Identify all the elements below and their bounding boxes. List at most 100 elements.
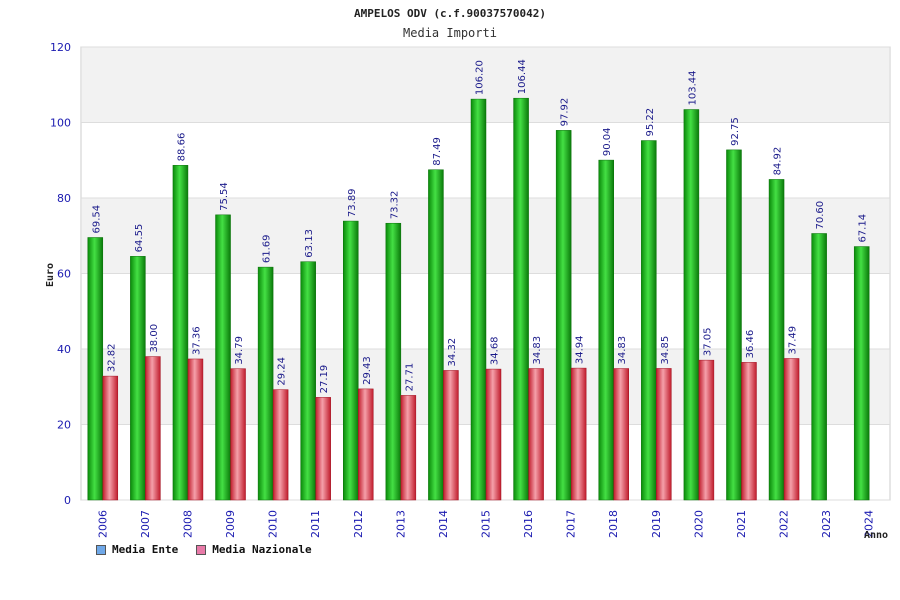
data-label-media-ente-2009: 75.54 — [219, 182, 230, 211]
data-label-media-ente-2021: 92.75 — [730, 117, 741, 146]
data-label-media-nazionale-2022: 37.49 — [788, 326, 799, 355]
x-tick-label-2018: 2018 — [607, 510, 620, 538]
x-tick-label-2008: 2008 — [181, 510, 194, 538]
data-label-media-nazionale-2020: 37.05 — [702, 327, 713, 356]
bar-media-ente-2017 — [555, 130, 572, 501]
bar-media-nazionale-2020 — [698, 359, 715, 501]
bar-media-nazionale-2016 — [528, 368, 544, 501]
x-tick-label-2019: 2019 — [650, 510, 663, 538]
data-label-media-ente-2016: 106.44 — [517, 59, 528, 94]
bar-media-ente-2011 — [300, 261, 316, 501]
bar-media-ente-2015 — [470, 98, 487, 501]
bar-media-nazionale-2007 — [145, 356, 161, 501]
bar-media-ente-2012 — [343, 220, 359, 501]
data-label-media-ente-2006: 69.54 — [91, 205, 102, 234]
x-tick-label-2007: 2007 — [139, 510, 152, 538]
x-tick-label-2015: 2015 — [480, 510, 493, 538]
legend-item-media-ente: Media Ente — [96, 543, 178, 556]
data-label-media-nazionale-2008: 37.36 — [191, 326, 202, 355]
legend-swatch-media-nazionale — [196, 544, 207, 555]
data-label-media-nazionale-2021: 36.46 — [745, 330, 756, 359]
data-label-media-ente-2014: 87.49 — [432, 137, 443, 166]
y-tick-label: 120 — [50, 41, 71, 54]
x-tick-label-2024: 2024 — [863, 510, 876, 538]
x-axis-ticks: 2006 2007 2008 2009 2010 2011 2012 2013 2014 2015… — [96, 510, 875, 538]
data-label-media-nazionale-2007: 38.00 — [149, 324, 160, 353]
x-tick-label-2022: 2022 — [778, 510, 791, 538]
bar-media-ente-2022 — [768, 179, 785, 501]
bar-media-ente-2014 — [428, 169, 444, 501]
data-label-media-ente-2013: 73.32 — [389, 191, 400, 220]
data-label-media-nazionale-2017: 34.94 — [575, 335, 586, 364]
bar-media-nazionale-2018 — [613, 368, 629, 501]
data-label-media-nazionale-2012: 29.43 — [362, 356, 373, 385]
data-label-media-nazionale-2018: 34.83 — [617, 336, 628, 365]
data-label-media-nazionale-2010: 29.24 — [277, 357, 288, 386]
bar-media-nazionale-2019 — [656, 368, 672, 501]
y-axis-title: Euro — [45, 263, 56, 287]
data-label-media-ente-2018: 90.04 — [602, 127, 613, 156]
data-label-media-nazionale-2013: 27.71 — [404, 363, 415, 392]
bar-media-ente-2023 — [811, 233, 827, 501]
bar-media-nazionale-2010 — [272, 389, 289, 501]
y-axis-ticks: 0 20 40 60 80 100 120 — [50, 41, 71, 507]
bar-media-ente-2013 — [385, 222, 402, 501]
y-tick-label: 80 — [57, 192, 71, 205]
legend-swatch-media-ente — [96, 544, 106, 555]
data-label-media-nazionale-2009: 34.79 — [234, 336, 245, 365]
x-tick-label-2014: 2014 — [437, 510, 450, 538]
bar-media-nazionale-2021 — [741, 362, 757, 501]
legend-item-media-nazionale: Media Nazionale — [196, 543, 312, 556]
data-label-media-ente-2023: 70.60 — [815, 201, 826, 230]
data-label-media-ente-2011: 63.13 — [304, 229, 315, 258]
data-label-media-ente-2017: 97.92 — [560, 98, 571, 127]
x-tick-label-2009: 2009 — [224, 510, 237, 538]
data-label-media-nazionale-2015: 34.68 — [490, 336, 501, 365]
bar-media-ente-2021 — [726, 149, 742, 501]
bar-media-ente-2006 — [87, 237, 104, 501]
bar-media-nazionale-2012 — [358, 388, 374, 501]
y-tick-label: 0 — [64, 494, 71, 507]
x-tick-label-2020: 2020 — [692, 510, 705, 538]
bar-media-ente-2010 — [257, 266, 274, 501]
chart-title: AMPELOS ODV (c.f.90037570042) — [354, 7, 546, 20]
data-label-media-ente-2024: 67.14 — [858, 214, 869, 243]
data-label-media-nazionale-2011: 27.19 — [319, 365, 330, 394]
y-tick-label: 100 — [50, 117, 71, 130]
bars: 69.54 32.82 64.55 38.00 88.66 37.36 75.54 34.79… — [87, 59, 870, 501]
data-label-media-ente-2012: 73.89 — [347, 188, 358, 217]
x-tick-label-2006: 2006 — [96, 510, 109, 538]
data-label-media-ente-2022: 84.92 — [773, 147, 784, 176]
data-label-media-nazionale-2006: 32.82 — [106, 343, 117, 372]
x-tick-label-2013: 2013 — [394, 510, 407, 538]
x-tick-label-2012: 2012 — [352, 510, 365, 538]
data-label-media-ente-2007: 64.55 — [134, 224, 145, 253]
bar-media-ente-2024 — [853, 246, 870, 501]
data-label-media-ente-2015: 106.20 — [475, 60, 486, 95]
y-tick-label: 60 — [57, 268, 71, 281]
y-tick-label: 40 — [57, 343, 71, 356]
bar-media-nazionale-2022 — [783, 358, 800, 501]
bar-media-ente-2009 — [215, 214, 231, 501]
bar-media-ente-2019 — [641, 140, 657, 501]
bar-media-nazionale-2013 — [400, 395, 417, 501]
x-tick-label-2017: 2017 — [565, 510, 578, 538]
x-tick-label-2016: 2016 — [522, 510, 535, 538]
x-tick-label-2010: 2010 — [267, 510, 280, 538]
bar-media-ente-2018 — [598, 159, 614, 501]
bar-media-ente-2020 — [683, 109, 700, 501]
bar-media-nazionale-2006 — [102, 375, 119, 501]
bar-media-ente-2016 — [513, 97, 529, 501]
legend-label-media-ente: Media Ente — [112, 543, 179, 556]
bar-media-nazionale-2011 — [315, 397, 331, 501]
data-label-media-nazionale-2019: 34.85 — [660, 336, 671, 365]
x-axis-title: Anno — [864, 530, 888, 541]
data-label-media-ente-2008: 88.66 — [176, 133, 187, 162]
bar-media-ente-2007 — [130, 256, 146, 501]
data-label-media-nazionale-2014: 34.32 — [447, 338, 458, 367]
bar-media-nazionale-2009 — [230, 368, 246, 501]
x-tick-label-2023: 2023 — [820, 510, 833, 538]
x-tick-label-2011: 2011 — [309, 510, 322, 538]
data-label-media-ente-2019: 95.22 — [645, 108, 656, 137]
